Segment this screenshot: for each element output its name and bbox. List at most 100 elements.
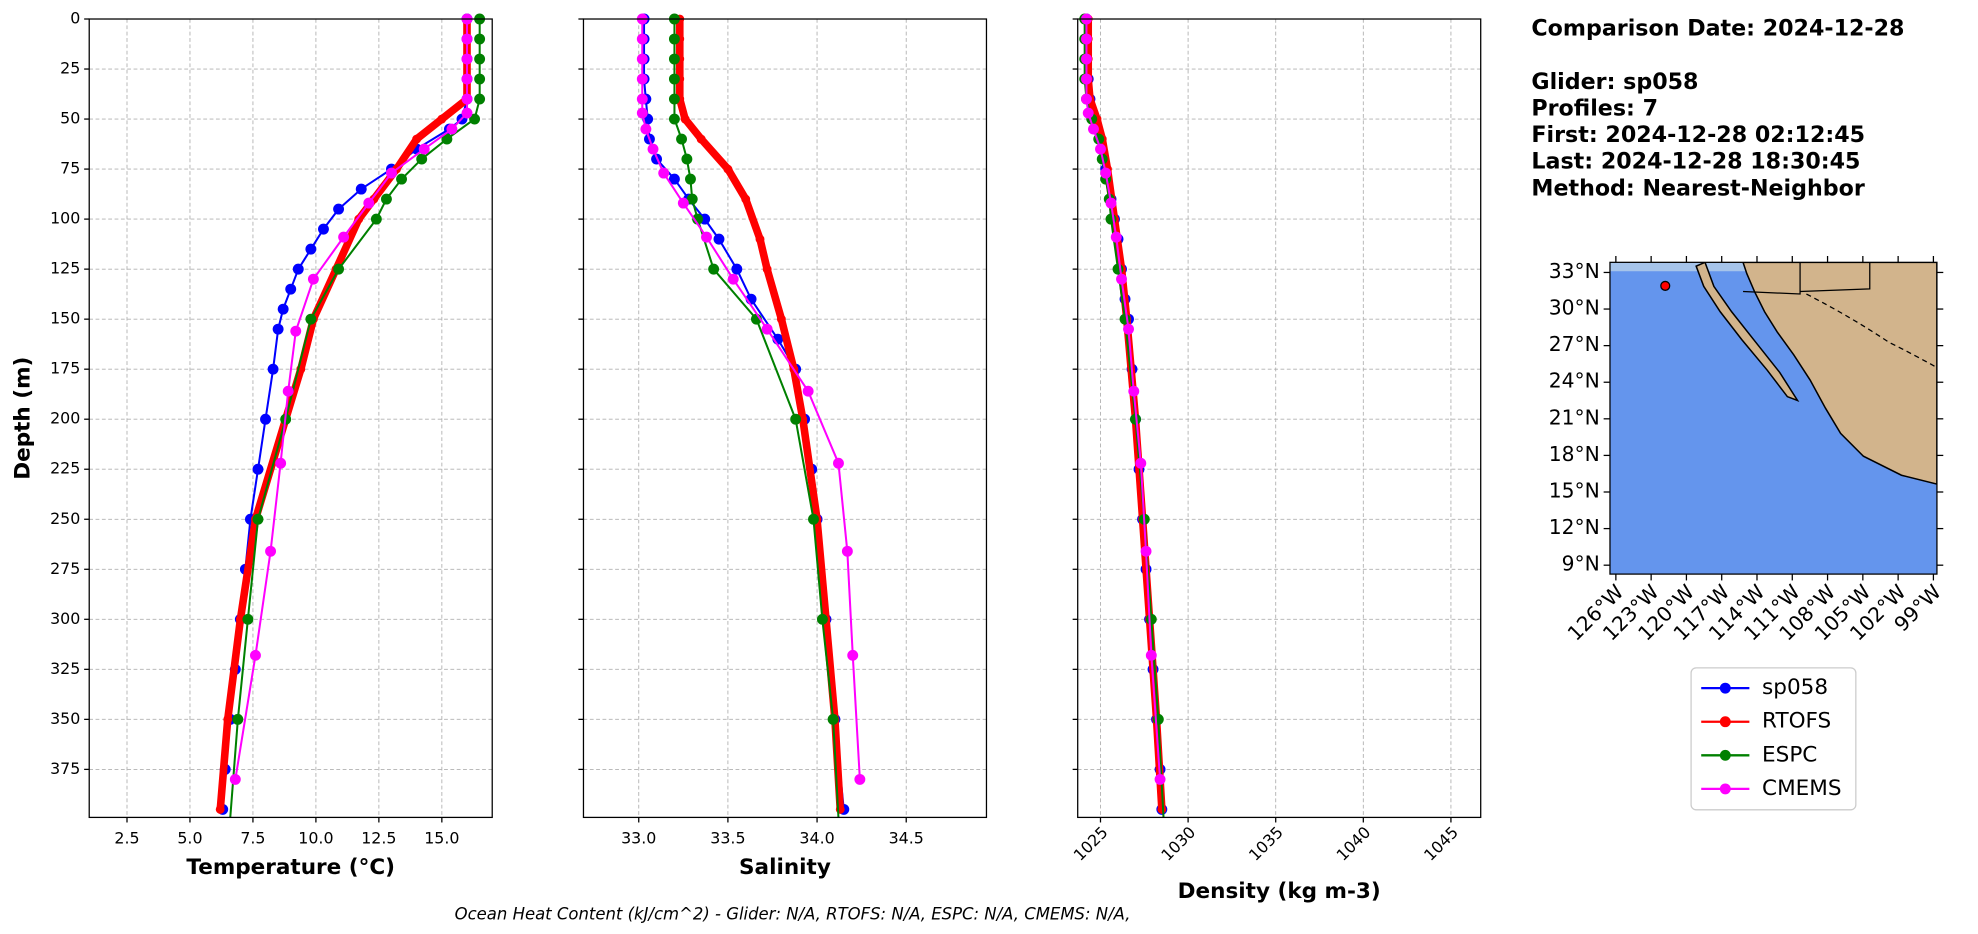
profile-point [1116,273,1127,285]
profile-point [1152,713,1164,725]
y-tick-label: 225 [50,459,80,478]
profile-point [681,153,693,165]
x-tick-label: 1040 [1332,823,1374,865]
profile-point [1095,143,1106,155]
profile-point [305,313,317,325]
profile-point [1123,323,1134,335]
profile-point [215,804,225,814]
profile-point [396,173,407,185]
x-tick-label: 5.0 [177,828,202,847]
profile-point [232,713,244,725]
axes-frame [1077,18,1482,819]
axes-frame [582,18,988,819]
series [229,13,473,785]
map-lat-label: 27°N [1549,332,1600,356]
profile-point [762,264,772,274]
profile-point [355,183,367,195]
profile-point [252,513,264,525]
info-line: Comparison Date: 2024-12-28 [1531,16,1904,42]
profile-point [1081,53,1092,65]
y-tick-label: 25 [60,59,80,78]
profile-point [292,263,304,275]
profile-point [636,33,648,45]
profile-point [741,194,751,204]
profile-point [1145,613,1157,625]
map-lat-label: 24°N [1549,369,1600,393]
info-line: Profiles: 7 [1531,95,1658,121]
profile-point [1110,231,1122,243]
profile-point [668,93,680,105]
profile-point [474,33,486,45]
profile-point [474,73,486,85]
profile-point [1128,385,1140,397]
profile-point [461,93,473,105]
profile-point [380,193,392,205]
profile-point [1081,33,1092,45]
glider-position [1660,280,1671,291]
profile-point [318,223,329,235]
legend-label: RTOFS [1762,709,1831,734]
info-line: Method: Nearest-Neighbor [1531,175,1864,201]
y-tick-label: 300 [50,609,80,628]
profile-line [643,19,845,810]
profile-point [668,53,680,65]
profile-point [333,203,345,215]
profile-point [282,385,294,397]
profile-point [755,234,765,244]
y-tick-label: 50 [60,109,80,128]
map-lat-label: 18°N [1549,442,1600,466]
profile-point [668,173,680,185]
profile-point [677,197,689,209]
profile-point [816,613,828,625]
info-line: Last: 2024-12-28 18:30:45 [1531,149,1860,175]
profile-point [680,114,690,124]
baja-california [1695,262,1800,402]
profile-point [285,283,297,295]
y-tick-label: 250 [50,509,80,528]
profile-point [250,649,261,661]
profile-point [386,167,397,179]
profile-point [1081,93,1092,105]
profile-point [370,213,382,225]
x-tick-label: 12.5 [361,828,396,847]
profile-point [1157,804,1167,814]
profile-point [1082,107,1094,119]
profile-point [461,107,473,119]
profile-point [290,325,302,337]
profile-point [461,73,473,85]
profile-point [461,33,473,45]
profile-line [216,19,471,810]
legend: sp058 RTOFS ESPC CMEMS [1690,667,1857,811]
profile-point [668,73,680,85]
x-tick-label: 1045 [1420,823,1462,865]
map-lat-label: 15°N [1549,479,1600,503]
series [1081,13,1166,785]
legend-box [1690,667,1857,811]
y-tick-label: 175 [50,359,80,378]
axes-frame [88,18,493,819]
x-tick-label: 1030 [1157,823,1199,865]
profile-point [854,773,866,785]
x-tick-label: 10.0 [298,828,333,847]
info-line: First: 2024-12-28 02:12:45 [1531,122,1865,148]
profile-point [252,463,264,475]
profile-point [229,773,241,785]
legend-label: ESPC [1762,742,1817,767]
profile-point [1119,313,1131,325]
profile-point [696,134,706,144]
profile-point [731,263,743,275]
profile-point [713,233,725,245]
legend-marker [1719,783,1731,795]
profile-point [1081,73,1092,85]
footer: Ocean Heat Content (kJ/cm^2) - Glider: N… [455,904,1131,923]
profile-point [761,323,773,335]
profile-point [668,113,680,125]
legend-marker [1719,716,1731,728]
map-lat-label: 30°N [1549,296,1600,320]
map-inset [1609,261,1938,575]
x-tick-label: 1025 [1070,823,1112,865]
profile-point [1105,197,1117,209]
map-lat-label: 9°N [1562,552,1600,576]
y-tick-label: 100 [50,209,80,228]
